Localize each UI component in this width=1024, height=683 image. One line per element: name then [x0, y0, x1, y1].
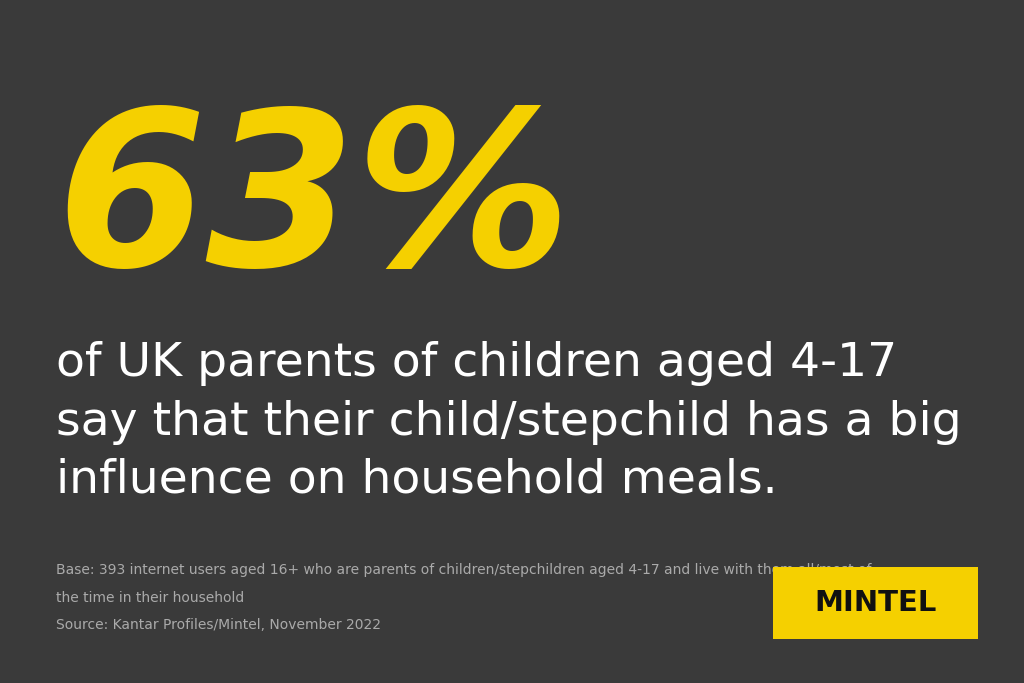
Text: MINTEL: MINTEL	[814, 589, 937, 617]
Text: Source: Kantar Profiles/Mintel, November 2022: Source: Kantar Profiles/Mintel, November…	[56, 618, 381, 632]
Text: 63%: 63%	[56, 102, 571, 311]
FancyBboxPatch shape	[773, 567, 978, 639]
Text: influence on household meals.: influence on household meals.	[56, 458, 778, 503]
Text: say that their child/stepchild has a big: say that their child/stepchild has a big	[56, 400, 962, 445]
Text: the time in their household: the time in their household	[56, 591, 245, 604]
Text: of UK parents of children aged 4-17: of UK parents of children aged 4-17	[56, 342, 897, 387]
Text: Base: 393 internet users aged 16+ who are parents of children/stepchildren aged : Base: 393 internet users aged 16+ who ar…	[56, 563, 871, 577]
